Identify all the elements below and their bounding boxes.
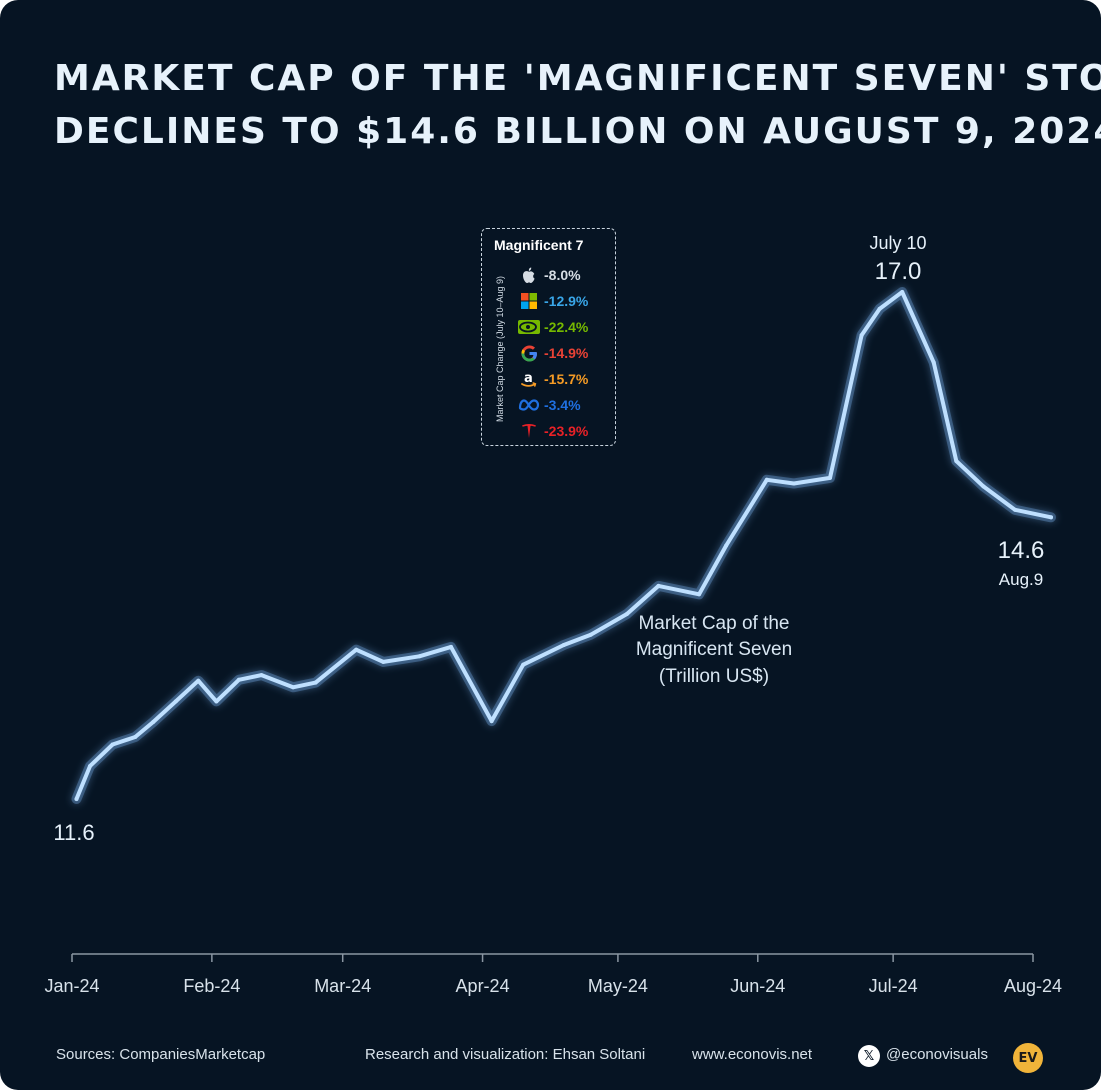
data-point	[521, 662, 526, 667]
x-tick-label: Apr-24	[456, 976, 510, 996]
x-tick-label: Jul-24	[869, 976, 918, 996]
microsoft-icon	[518, 292, 540, 310]
svg-text:a: a	[524, 371, 533, 386]
data-point	[724, 543, 729, 548]
data-point	[196, 678, 201, 683]
data-point	[764, 477, 769, 482]
ev-logo: EV	[1013, 1043, 1043, 1073]
x-tick-label: Mar-24	[314, 976, 371, 996]
peak-date-label: July 10	[869, 233, 926, 253]
legend-item-amazon: a -15.7%	[518, 368, 588, 390]
google-icon	[518, 344, 540, 362]
x-axis-ticks: Jan-24 Feb-24 Mar-24 Apr-24 May-24 Jun-24 Jul-…	[44, 954, 1062, 996]
credit-text: Research and visualization: Ehsan Soltan…	[365, 1046, 646, 1063]
meta-icon	[518, 396, 540, 414]
data-point	[236, 677, 241, 682]
data-point	[1049, 515, 1053, 520]
legend-item-google: -14.9%	[518, 342, 588, 364]
data-point	[291, 685, 296, 690]
sources-text: Sources: CompaniesMarketcap	[56, 1046, 266, 1063]
x-logo-icon: 𝕏	[858, 1045, 880, 1067]
data-point	[489, 719, 494, 724]
data-point	[133, 735, 138, 739]
legend-item-meta: -3.4%	[518, 394, 581, 416]
legend-item-apple: -8.0%	[518, 264, 581, 286]
data-point	[151, 720, 156, 724]
legend-value-tesla: -23.9%	[544, 423, 589, 439]
data-point	[110, 742, 115, 747]
data-point	[828, 475, 832, 480]
series-label-line-2: Magnificent Seven	[636, 639, 792, 660]
x-tick-label: Aug-24	[1004, 976, 1062, 996]
legend-side-label: Market Cap Change (July 10–Aug 9)	[495, 275, 505, 423]
legend-item-microsoft: -12.9%	[518, 290, 588, 312]
social-handle[interactable]: @econovisuals	[886, 1046, 988, 1063]
legend-item-nvidia: -22.4%	[518, 316, 588, 338]
x-tick-label: May-24	[588, 976, 648, 996]
title-line-2: DECLINES TO $14.6 BILLION ON AUGUST 9, 2…	[54, 111, 1101, 152]
tesla-icon	[518, 422, 540, 440]
legend-value-nvidia: -22.4%	[544, 319, 589, 335]
data-point	[214, 699, 219, 704]
end-date-label: Aug.9	[999, 570, 1043, 589]
series-group	[71, 287, 1056, 804]
data-point	[954, 459, 959, 463]
legend-item-tesla: -23.9%	[518, 420, 588, 442]
peak-value-label: 17.0	[875, 258, 922, 285]
data-point	[561, 643, 566, 647]
data-point	[381, 659, 386, 664]
data-point	[791, 481, 796, 486]
data-point	[656, 583, 661, 588]
data-point	[900, 290, 905, 294]
data-point	[981, 484, 986, 489]
start-value-label: 11.6	[53, 820, 94, 845]
legend-value-meta: -3.4%	[544, 397, 581, 413]
data-point	[449, 644, 453, 649]
data-point	[588, 632, 593, 637]
legend-value-apple: -8.0%	[544, 267, 581, 283]
data-point	[259, 673, 264, 678]
data-point	[859, 333, 864, 338]
title-line-1: MARKET CAP OF THE 'MAGNIFICENT SEVEN' ST…	[54, 58, 1101, 99]
x-tick-label: Jun-24	[730, 976, 785, 996]
series-label-line-3: (Trillion US$)	[659, 666, 769, 687]
legend-value-microsoft: -12.9%	[544, 293, 589, 309]
x-tick-label: Feb-24	[183, 976, 240, 996]
company-legend: Magnificent 7 Market Cap Change (July 10…	[481, 228, 616, 446]
data-point	[931, 360, 936, 365]
data-point	[877, 306, 882, 311]
amazon-icon: a	[518, 370, 540, 388]
data-point	[88, 764, 92, 769]
data-point	[74, 797, 79, 801]
apple-icon	[518, 266, 540, 284]
data-point	[1013, 507, 1017, 512]
series-label-line-1: Market Cap of the	[638, 613, 789, 634]
chart-title: MARKET CAP OF THE 'MAGNIFICENT SEVEN' ST…	[54, 52, 1101, 158]
data-point	[697, 592, 702, 597]
website-link[interactable]: www.econovis.net	[692, 1046, 813, 1063]
data-point	[417, 654, 422, 659]
data-point	[173, 699, 178, 704]
legend-value-amazon: -15.7%	[544, 371, 589, 387]
legend-title: Magnificent 7	[494, 237, 584, 253]
end-value-label: 14.6	[998, 537, 1045, 564]
data-point	[313, 680, 318, 685]
legend-value-google: -14.9%	[544, 345, 589, 361]
x-tick-label: Jan-24	[44, 976, 99, 996]
data-point	[624, 612, 629, 616]
nvidia-icon	[518, 318, 540, 336]
data-point	[354, 647, 359, 652]
